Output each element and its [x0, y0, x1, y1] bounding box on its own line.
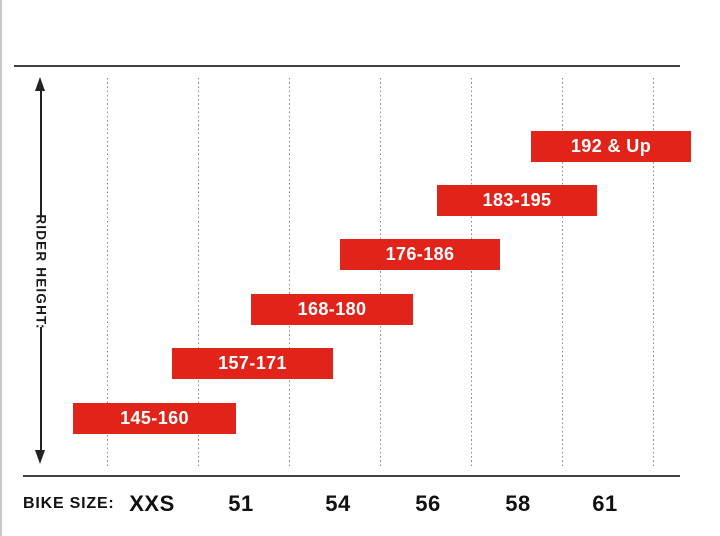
range-bar-61: 192 & Up [531, 131, 691, 162]
x-tick-xxs: XXS [129, 491, 175, 516]
gridline [198, 78, 200, 466]
gridline [107, 78, 109, 466]
x-tick-56: 56 [415, 491, 441, 516]
range-bar-51: 157-171 [172, 348, 333, 379]
bar-label: 183-195 [482, 190, 552, 210]
x-tick-61: 61 [592, 491, 618, 516]
range-bar-54: 168-180 [251, 294, 413, 325]
top-rule [14, 65, 680, 68]
gridline [289, 78, 291, 466]
bar-label: 168-180 [297, 299, 367, 319]
arrow-shaft-bottom [40, 327, 42, 453]
bar-label: 176-186 [385, 244, 455, 264]
range-bar-56: 176-186 [340, 239, 500, 270]
range-bar-xxs: 145-160 [73, 403, 236, 434]
bar-label: 157-171 [218, 353, 287, 373]
arrow-down-icon [35, 450, 46, 464]
x-tick-51: 51 [228, 491, 254, 516]
bar-label: 145-160 [120, 408, 189, 428]
left-edge-divider [0, 0, 2, 536]
gridline [653, 78, 655, 466]
range-bar-58: 183-195 [437, 185, 597, 216]
gridline [380, 78, 382, 466]
bike-size-axis-title: BIKE SIZE: [23, 495, 115, 512]
x-axis-rule [23, 475, 680, 478]
x-tick-54: 54 [325, 491, 351, 516]
arrow-up-icon [35, 77, 46, 91]
arrow-shaft-top [40, 89, 42, 217]
gridline [471, 78, 473, 466]
gridline [562, 78, 564, 466]
rider-height-label: RIDER HEIGHT: [33, 214, 49, 330]
x-tick-58: 58 [505, 491, 531, 516]
bar-label: 192 & Up [570, 136, 652, 156]
